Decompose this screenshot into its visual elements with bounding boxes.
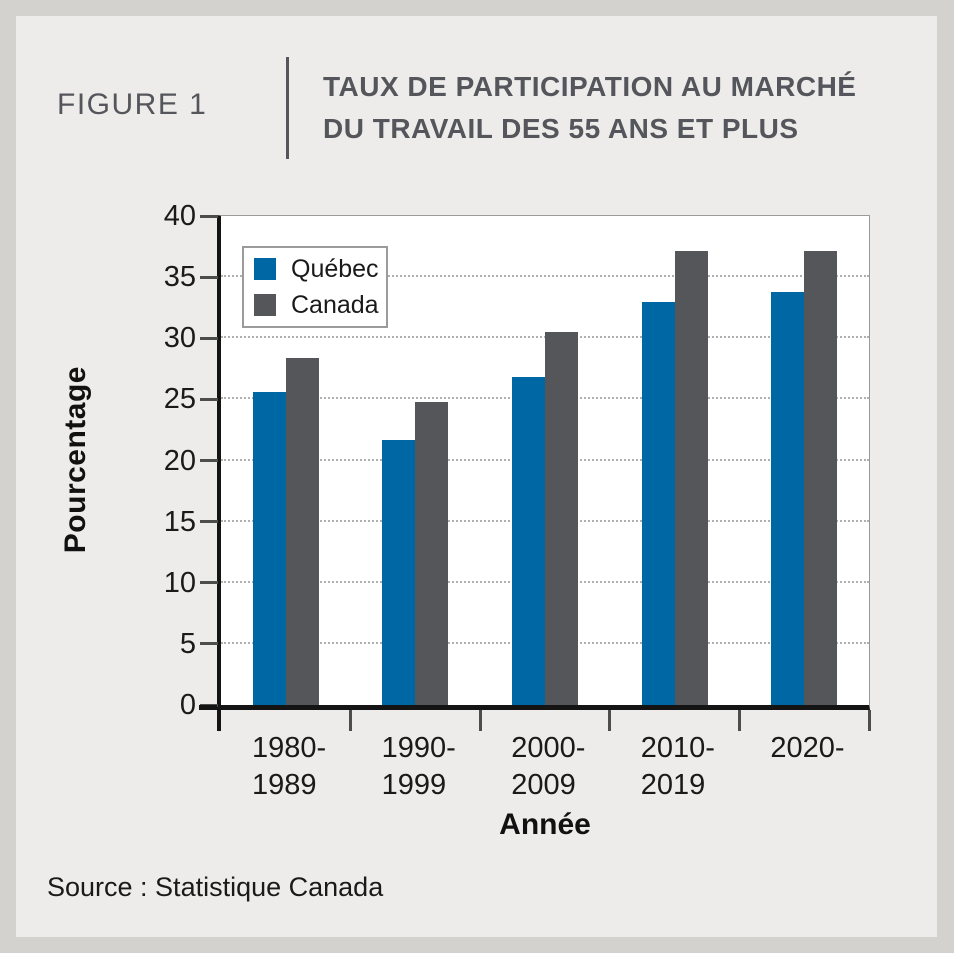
y-tick-label-30: 30 — [163, 322, 196, 355]
x-axis-title: Année — [499, 808, 591, 841]
bar-group-1990-1999 — [351, 216, 481, 705]
bar-canada-1990-1999 — [415, 401, 449, 705]
chart-title-line-2: DU TRAVAIL DES 55 ANS ET PLUS — [323, 113, 799, 144]
x-tick-2 — [478, 710, 482, 731]
bar-québec-1980-1989 — [252, 392, 286, 705]
bar-québec-2020- — [771, 291, 805, 705]
legend: Québec Canada — [242, 246, 388, 328]
x-tick-label-2020-: 2020- — [770, 732, 845, 764]
bar-québec-2000-2009 — [511, 377, 545, 705]
legend-label: Québec — [291, 254, 379, 283]
legend-label: Canada — [291, 290, 379, 319]
y-tick-label-20: 20 — [163, 444, 196, 477]
y-axis-title: Pourcentage — [56, 260, 96, 660]
bar-canada-1980-1989 — [285, 357, 319, 705]
source-note: Source : Statistique Canada — [47, 872, 384, 902]
x-tick-label-2010-2019: 2010- 2019 — [640, 732, 715, 801]
x-tick-label-1980-1989: 1980- 1989 — [252, 732, 327, 801]
y-tick-label-5: 5 — [179, 627, 196, 660]
y-tick-10 — [200, 581, 218, 585]
chart-title: TAUX DE PARTICIPATION AU MARCHÉ DU TRAVA… — [323, 66, 857, 150]
chart-title-line-1: TAUX DE PARTICIPATION AU MARCHÉ — [323, 71, 857, 102]
figure-number-label: FIGURE 1 — [57, 88, 208, 121]
bar-québec-2010-2019 — [641, 301, 675, 705]
legend-item-canada: Canada — [254, 290, 379, 319]
y-axis-title-text: Pourcentage — [59, 366, 92, 554]
x-tick-3 — [608, 710, 612, 731]
bar-canada-2020- — [804, 251, 838, 705]
y-tick-label-40: 40 — [163, 200, 196, 232]
bar-group-2000-2009 — [480, 216, 610, 705]
legend-swatch-canada — [254, 294, 276, 316]
bar-québec-1990-1999 — [382, 439, 416, 705]
y-tick-label-35: 35 — [163, 261, 196, 294]
y-tick-5 — [200, 642, 218, 646]
y-tick-label-15: 15 — [163, 505, 196, 538]
bar-group-2010-2019 — [610, 216, 740, 705]
bar-canada-2010-2019 — [674, 251, 708, 705]
y-tick-label-10: 10 — [163, 566, 196, 599]
x-tick-label-2000-2009: 2000- 2009 — [511, 732, 586, 801]
y-tick-label-0: 0 — [179, 689, 196, 721]
y-tick-20 — [200, 459, 218, 462]
y-tick-label-25: 25 — [163, 383, 196, 416]
bar-group-2020- — [739, 216, 869, 705]
x-tick-1 — [349, 710, 353, 731]
y-tick-30 — [200, 336, 218, 340]
bar-group-1980-1989 — [221, 216, 351, 705]
legend-swatch-québec — [254, 258, 276, 280]
x-tick-label-1990-1999: 1990- 1999 — [381, 732, 456, 801]
y-tick-25 — [200, 397, 218, 401]
y-tick-35 — [200, 275, 218, 279]
x-tick-4 — [737, 710, 741, 731]
gridline-35 — [221, 275, 869, 278]
x-tick-5 — [867, 710, 871, 731]
y-tick-15 — [200, 520, 218, 524]
x-tick-0 — [217, 710, 221, 731]
bar-canada-2000-2009 — [544, 332, 578, 705]
legend-item-québec: Québec — [254, 254, 379, 283]
x-axis-extension — [199, 705, 217, 710]
y-tick-40 — [200, 214, 218, 218]
header-divider — [286, 57, 289, 159]
